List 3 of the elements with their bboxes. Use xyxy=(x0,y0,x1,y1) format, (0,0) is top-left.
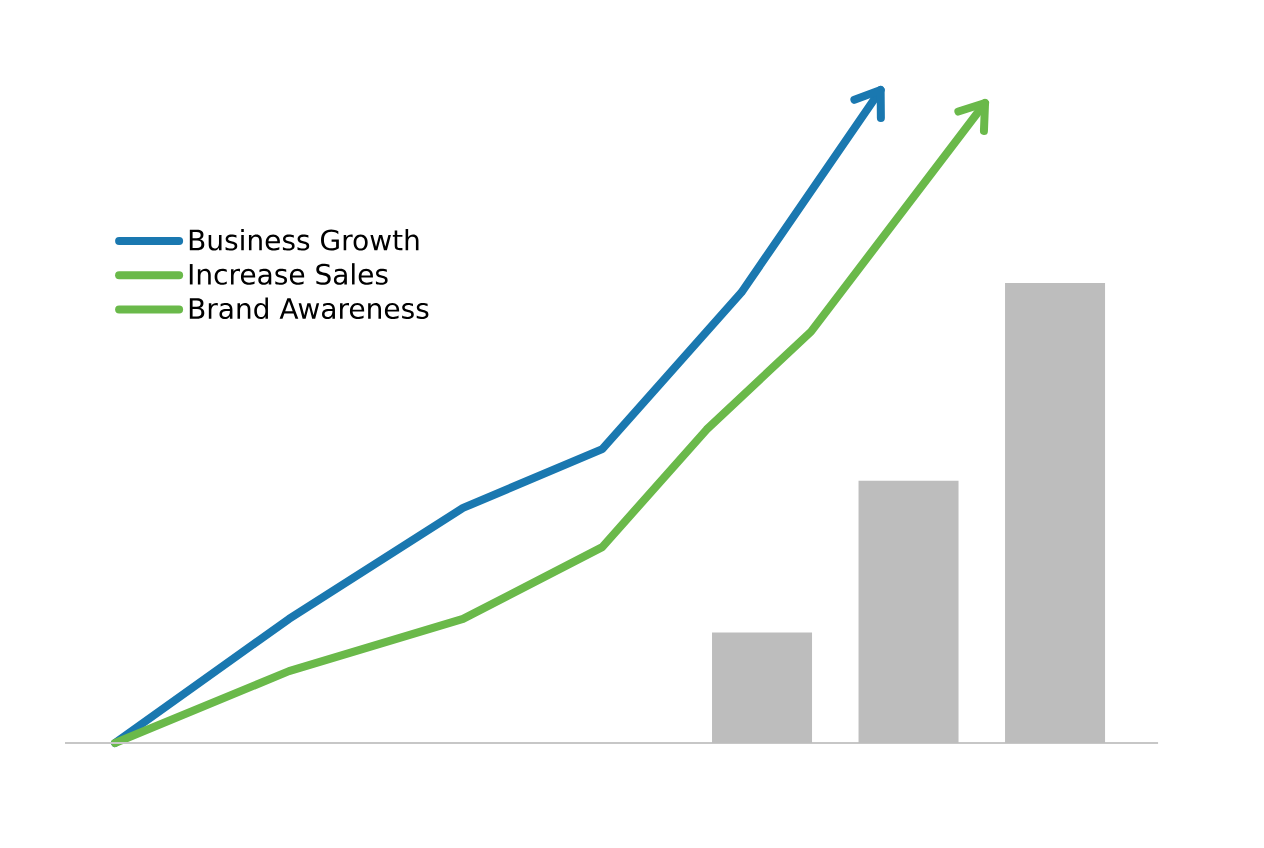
legend-label: Increase Sales xyxy=(189,263,388,285)
legend-label: Business Growth xyxy=(189,228,419,251)
legend-label: Brand Awareness xyxy=(189,297,429,320)
